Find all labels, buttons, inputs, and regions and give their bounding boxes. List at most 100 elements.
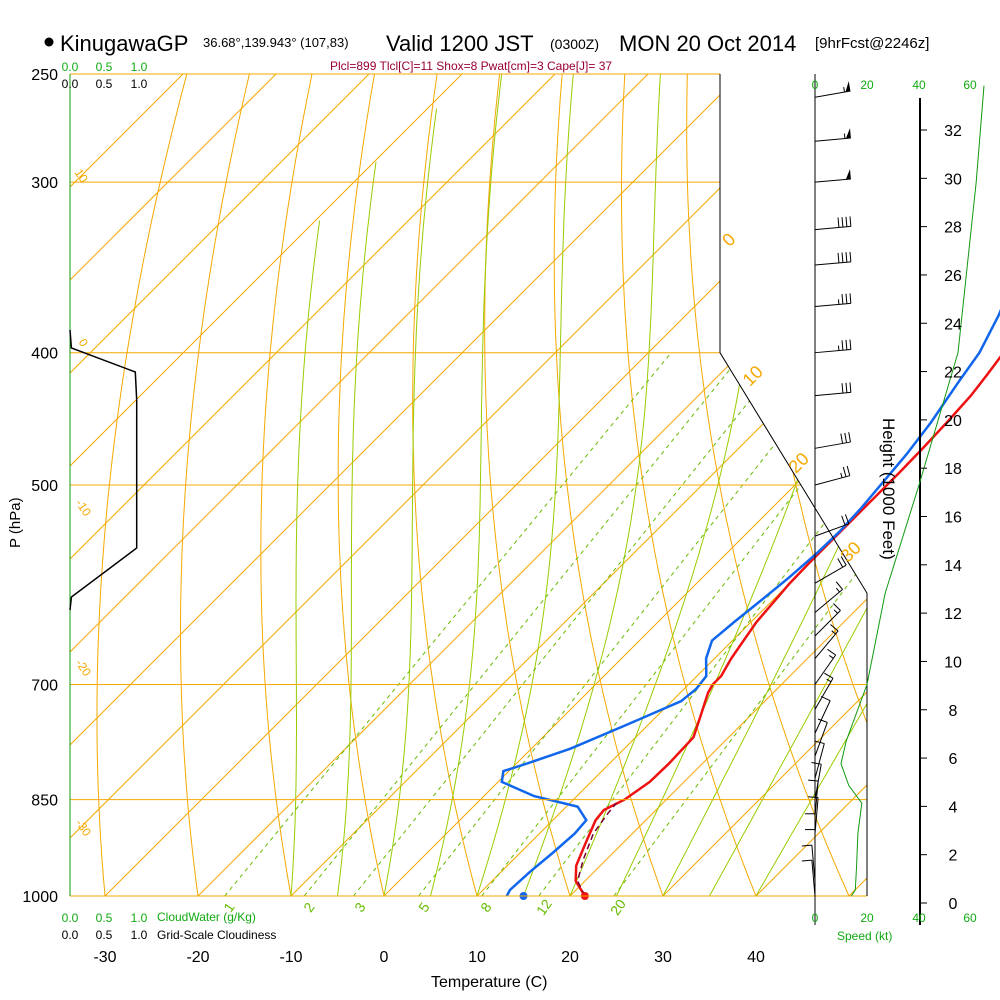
height-tick-label: 24 (944, 316, 962, 333)
wind-barb-icon (814, 672, 834, 710)
height-axis-label: Height (1000 Feet) (879, 418, 898, 560)
station-name: KinugawaGP (60, 31, 188, 56)
dry-adiabat-line (938, 74, 1000, 896)
pressure-tick-label: 400 (31, 346, 58, 363)
cloudwater-top-tick: 0.5 (96, 60, 113, 74)
utc-time: (0300Z) (550, 36, 599, 52)
dry-adiabat-line (686, 74, 850, 896)
mixing-ratio-label: 12 (533, 896, 555, 918)
wind-barb-icon (814, 251, 852, 266)
pressure-tick-label: 700 (31, 678, 58, 695)
cloudiness-bottom-tick: 0.0 (62, 928, 79, 942)
dry-adiabat-line (553, 74, 664, 896)
moist-adiabat-line (523, 74, 661, 896)
height-tick-label: 20 (944, 413, 962, 430)
height-tick-label: 4 (949, 799, 958, 816)
wind-barb-icon (814, 293, 852, 307)
height-tick-label: 14 (944, 558, 962, 575)
speed-top-tick: 40 (912, 78, 926, 92)
mixing-ratio-line (538, 352, 867, 896)
temperature-profile-line (574, 355, 1000, 897)
wind-barb-icon (814, 514, 850, 537)
wind-barb-icon (814, 81, 851, 98)
dry-adiabat-line (811, 74, 867, 896)
mixing-ratio-label: 5 (415, 899, 433, 915)
dry-adiabat-line (260, 74, 313, 896)
wind-barb-icon (814, 432, 851, 449)
dry-adiabat-line (621, 74, 757, 896)
height-tick-label: 22 (944, 365, 962, 382)
mixing-ratio-label: 3 (351, 899, 369, 915)
isotherm-label: 0 (76, 336, 91, 350)
isotherm-label: -10 (73, 497, 95, 520)
speed-top-tick: 0 (812, 78, 819, 92)
isotherm-label: 0 (718, 229, 739, 250)
cloudiness-top-tick: 0.0 (62, 77, 79, 91)
dry-adiabat-line (96, 74, 188, 896)
cloudiness-top-tick: 0.5 (96, 77, 113, 91)
height-tick-label: 10 (944, 654, 962, 671)
moist-adiabat-line (755, 74, 867, 896)
pressure-tick-label: 250 (31, 67, 58, 84)
speed-top-tick: 60 (963, 78, 977, 92)
cloudwater-top-tick: 0.0 (62, 60, 79, 74)
wind-barb-icon (814, 581, 843, 613)
cloudiness-profile-line (69, 329, 138, 611)
moist-adiabat-line (383, 108, 438, 896)
forecast-info: [9hrFcst@2246z] (815, 35, 929, 52)
station-dot-icon (44, 37, 54, 47)
height-tick-label: 30 (944, 171, 962, 188)
isotherm-label: 20 (785, 449, 813, 477)
speed-axis-label: Speed (kt) (837, 929, 892, 943)
dewpoint-profile-line (500, 308, 1000, 897)
isotherm-line (70, 74, 463, 896)
height-tick-label: 8 (949, 703, 958, 720)
cloudiness-label: Grid-Scale Cloudiness (157, 928, 276, 942)
wind-barb-icon (814, 339, 852, 354)
stability-indices: Plcl=899 Tlcl[C]=11 Shox=8 Pwat[cm]=3 Ca… (330, 59, 612, 73)
height-tick-label: 16 (944, 510, 962, 527)
wind-barb-icon (814, 624, 839, 659)
wind-barb-icon (805, 813, 816, 850)
cloudiness-bottom-tick: 1.0 (131, 928, 148, 942)
wind-barb-icon (814, 216, 852, 231)
pressure-tick-label: 500 (31, 478, 58, 495)
mixing-ratio-label: 2 (300, 899, 318, 915)
pressure-tick-label: 850 (31, 793, 58, 810)
speed-bottom-tick: 0 (812, 911, 819, 925)
isotherm-line (848, 74, 867, 896)
wind-barb-icon (814, 740, 825, 779)
cloudiness-top-tick: 1.0 (131, 77, 148, 91)
tick-labels: -30 -20 -10 0 10 20 30 402503004005007008501000… (22, 60, 977, 966)
wind-barb-icon (814, 718, 828, 757)
wind-barb-icon (814, 695, 831, 734)
wind-barb-icon (808, 779, 819, 817)
isotherm-line (476, 74, 867, 896)
x-tick-label: 10 (468, 949, 486, 966)
x-tick-label: -20 (186, 949, 209, 966)
parcel-profile-line (576, 802, 617, 897)
wind-barbs (801, 81, 852, 897)
height-tick-label: 0 (949, 896, 958, 913)
cloudwater-label: CloudWater (g/Kg) (157, 910, 256, 924)
cloudwater-bottom-tick: 0.5 (96, 911, 113, 925)
dry-adiabat-line (484, 74, 571, 896)
x-axis-label: Temperature (C) (431, 974, 547, 991)
mixing-ratio-line (303, 352, 744, 896)
wind-barb-icon (814, 128, 851, 142)
valid-date: MON 20 Oct 2014 (619, 31, 796, 56)
x-tick-label: 40 (747, 949, 765, 966)
speed-bottom-tick: 60 (963, 911, 977, 925)
mixing-ratio-line (613, 352, 867, 896)
mixing-ratio-line (224, 352, 672, 896)
plot-right-edge (719, 74, 868, 896)
wind-barb-icon (801, 844, 816, 882)
isotherm-label: 30 (837, 538, 865, 566)
pressure-tick-label: 1000 (22, 889, 58, 906)
moist-adiabat-line (476, 74, 574, 896)
dry-adiabat-line (180, 74, 250, 896)
height-tick-label: 32 (944, 123, 962, 140)
wind-speed-profile-line (840, 85, 985, 897)
